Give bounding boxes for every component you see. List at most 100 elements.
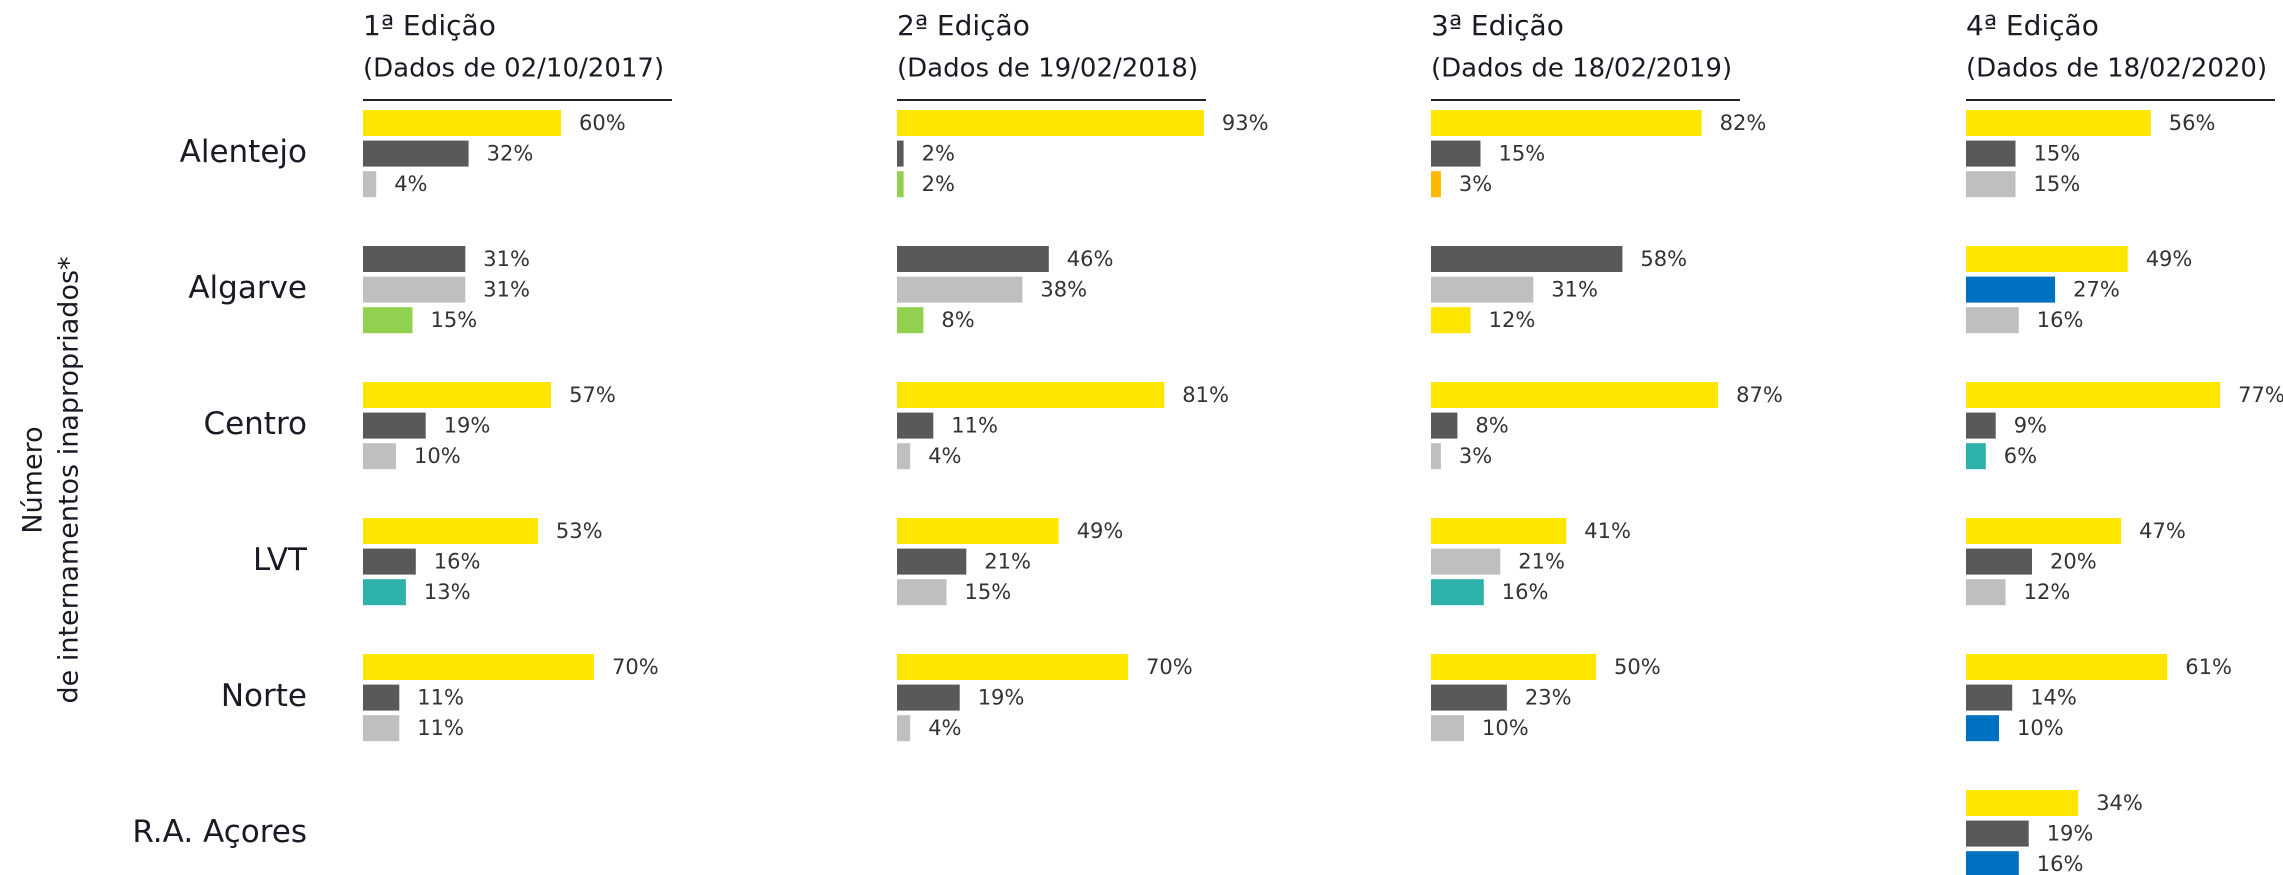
bar [1966,246,2128,272]
value-label: 8% [1475,414,1508,438]
bar [1431,579,1484,606]
value-label: 19% [2047,822,2094,846]
value-label: 11% [417,686,464,710]
category-label: R.A. Açores [132,814,307,850]
value-label: 49% [2146,247,2193,271]
bar [1966,140,2016,167]
value-label: 60% [579,111,626,135]
bar [363,110,561,136]
bar [363,684,400,711]
bar [1431,140,1481,167]
bar [897,579,947,606]
value-label: 38% [1040,278,1087,302]
value-label: 93% [1222,111,1269,135]
bar [1431,276,1534,303]
bar [363,307,413,334]
value-label: 15% [431,308,478,332]
bar [897,654,1128,680]
panel-subtitle: (Dados de 19/02/2018) [897,54,1198,84]
panel-subtitle: (Dados de 18/02/2020) [1966,54,2267,84]
bar [1431,684,1507,711]
bar [1966,110,2151,136]
value-label: 34% [2096,791,2143,815]
category-label: Centro [203,406,307,442]
bar [1966,518,2122,544]
value-label: 19% [444,414,491,438]
value-label: 70% [1146,655,1193,679]
bar [1431,412,1458,439]
value-label: 12% [2024,580,2071,604]
value-label: 31% [1551,278,1598,302]
bar [363,579,406,606]
value-label: 10% [2017,716,2064,740]
value-label: 3% [1459,444,1492,468]
bar [363,412,426,439]
value-label: 87% [1736,383,1783,407]
value-label: 53% [556,519,603,543]
bar [1966,790,2079,816]
bar [1966,443,1986,470]
bar [897,382,1165,408]
value-label: 32% [487,142,534,166]
value-label: 21% [1518,550,1565,574]
value-label: 15% [2034,142,2081,166]
bar [897,548,967,575]
value-label: 2% [922,172,955,196]
value-label: 10% [414,444,461,468]
panel-title: 3ª Edição [1431,9,1564,42]
bar [1431,518,1567,544]
value-label: 82% [1720,111,1767,135]
bar [363,140,469,167]
value-label: 10% [1482,716,1529,740]
value-label: 4% [928,444,961,468]
bar [1431,715,1464,742]
bar [897,715,911,742]
bar [1966,412,1996,439]
panel-subtitle: (Dados de 02/10/2017) [363,54,664,84]
bar [897,684,960,711]
y-axis-label: de internamentos inapropriados* [54,256,85,703]
value-label: 31% [483,278,530,302]
bar [1966,684,2013,711]
panel-title: 4ª Edição [1966,9,2099,42]
bar [897,518,1059,544]
value-label: 4% [394,172,427,196]
value-label: 15% [965,580,1012,604]
value-label: 70% [612,655,659,679]
bar [1431,382,1719,408]
category-label: Algarve [188,270,307,306]
value-label: 15% [2034,172,2081,196]
value-label: 9% [2014,414,2047,438]
bar [363,654,594,680]
bar [1966,276,2056,303]
value-label: 81% [1182,383,1229,407]
value-label: 15% [1499,142,1546,166]
bar [363,443,396,470]
bar [897,412,934,439]
value-label: 61% [2185,655,2232,679]
bar [1966,579,2006,606]
value-label: 20% [2050,550,2097,574]
bar [897,140,904,167]
bar [363,382,552,408]
bar [1966,382,2221,408]
value-label: 4% [928,716,961,740]
bar [1431,171,1441,198]
bar [1966,851,2019,875]
category-label: LVT [253,542,308,578]
value-label: 23% [1525,686,1572,710]
value-label: 11% [417,716,464,740]
bar [1431,654,1596,680]
bar [1966,171,2016,198]
value-label: 21% [984,550,1031,574]
bar [897,171,904,198]
value-label: 16% [1502,580,1549,604]
value-label: 50% [1614,655,1661,679]
value-label: 57% [569,383,616,407]
bar [363,518,538,544]
panel-subtitle: (Dados de 18/02/2019) [1431,54,1732,84]
bar [897,276,1023,303]
value-label: 47% [2139,519,2186,543]
bar [1966,715,1999,742]
